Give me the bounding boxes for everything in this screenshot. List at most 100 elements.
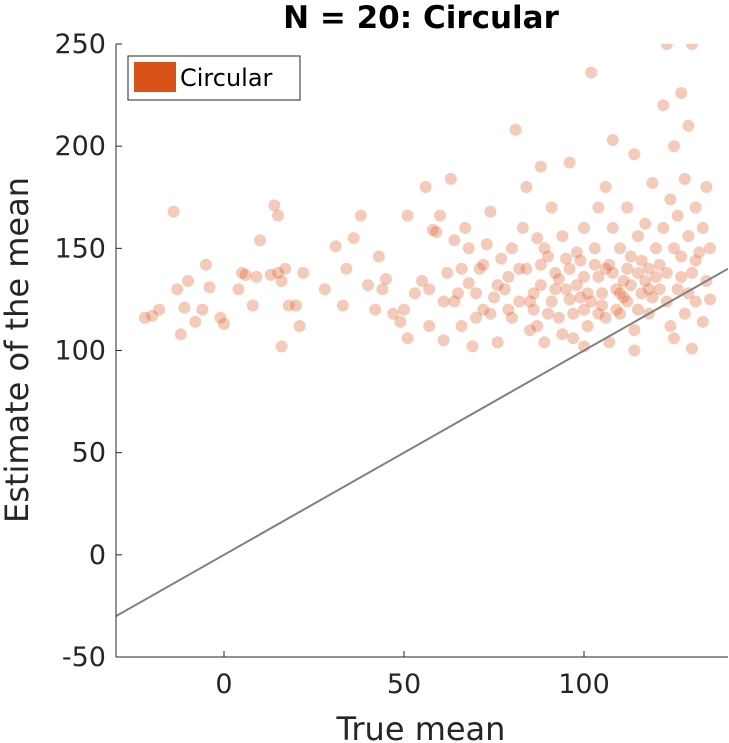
data-point [538,336,551,349]
y-tick-label: 0 [89,540,106,571]
data-point [585,295,598,308]
data-point [430,226,443,238]
data-point [495,252,508,265]
data-point [606,134,619,146]
chart-title: N = 20: Circular [283,0,559,36]
data-point [646,176,659,189]
data-point [250,270,263,283]
data-point [617,291,630,304]
data-point [592,270,605,283]
data-point [689,295,702,308]
data-point [534,160,547,173]
data-point [639,217,652,230]
data-point [610,303,623,316]
data-point [545,201,558,214]
data-points [138,44,716,357]
data-point [416,275,428,287]
legend-entry-label: Circular [180,64,273,92]
data-point [621,201,634,214]
data-point [678,172,691,185]
data-point [282,299,295,312]
data-point [560,283,572,296]
data-point [531,320,544,332]
data-point [182,275,194,287]
data-point [585,66,598,79]
data-point [588,258,601,271]
legend: Circular [127,55,301,101]
data-point [556,328,569,341]
data-point [444,172,457,185]
data-point [549,266,562,279]
data-point [578,303,590,316]
data-point [480,238,493,251]
data-point [603,336,616,349]
y-tick-label: 100 [54,336,106,367]
data-point [704,242,716,255]
data-point [686,342,698,355]
data-point [675,87,688,99]
data-point [592,307,605,320]
data-point [578,270,590,283]
data-point [455,262,468,275]
data-point [664,320,677,332]
data-point [603,258,616,271]
data-point [639,275,652,287]
data-point [675,250,688,263]
data-point [563,262,576,275]
data-point [621,295,634,308]
data-point [318,283,331,296]
data-point [398,303,410,316]
data-point [167,205,180,218]
y-tick-label: 50 [72,438,106,469]
data-point [419,181,432,193]
data-point [146,309,158,322]
data-point [376,283,389,296]
data-point [336,299,349,312]
data-point [254,234,266,247]
data-point [272,209,284,222]
data-point [581,287,594,300]
data-point [498,283,511,296]
x-tick-label: 0 [215,669,232,700]
data-point [624,250,637,263]
data-point [686,44,698,50]
data-point [178,301,191,314]
data-point [653,283,666,296]
data-point [574,254,587,267]
data-point [588,242,601,255]
data-point [441,266,454,279]
data-point [552,273,565,285]
y-tick-label: 200 [54,131,106,162]
data-point [340,262,353,275]
data-point [653,258,666,271]
data-point [171,283,184,296]
data-point [477,303,490,316]
data-point [599,181,612,193]
data-point [513,295,526,308]
data-point [606,221,619,234]
data-point [570,279,583,292]
data-point [470,311,482,324]
data-point [153,303,166,316]
data-point [628,344,641,357]
data-point [563,156,576,169]
data-point [524,324,536,337]
data-point [426,223,439,236]
data-point [196,303,209,316]
data-point [174,328,187,341]
data-point [516,221,529,234]
data-point [689,201,702,214]
data-point [567,307,580,320]
data-point [660,44,673,50]
data-point [380,273,392,285]
data-point [506,242,518,255]
data-point [599,262,612,275]
data-point [650,270,662,283]
data-point [617,275,630,287]
data-point [138,311,151,324]
x-axis-ticks: 0 50 100 [215,651,610,700]
data-point [297,266,310,279]
data-point [437,334,450,347]
data-point [660,266,673,279]
data-point [513,262,526,275]
